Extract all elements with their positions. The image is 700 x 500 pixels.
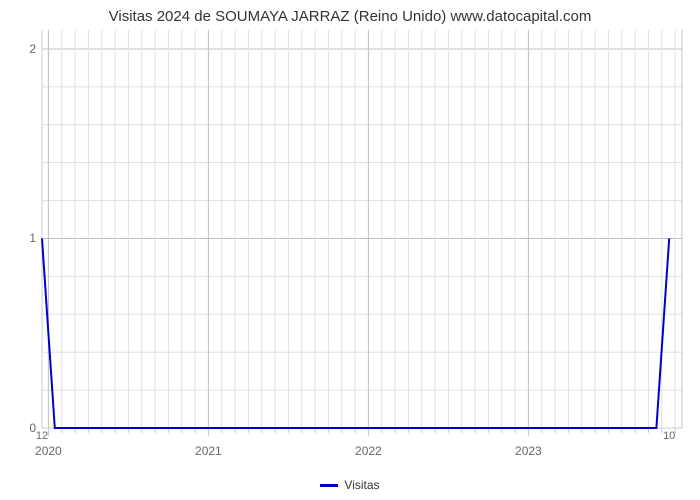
y-tick-label: 1: [29, 231, 42, 245]
legend: Visitas: [0, 478, 700, 492]
x-sub-label: 10: [663, 428, 675, 442]
legend-swatch: [320, 484, 338, 487]
chart-title: Visitas 2024 de SOUMAYA JARRAZ (Reino Un…: [0, 8, 700, 25]
x-sub-label: 12: [36, 428, 48, 442]
x-tick-label: 2022: [355, 428, 382, 458]
plot-area: 01220202021202220231210: [42, 30, 682, 428]
plot-svg: [42, 30, 682, 458]
legend-label: Visitas: [344, 478, 379, 492]
chart-container: Visitas 2024 de SOUMAYA JARRAZ (Reino Un…: [0, 0, 700, 500]
x-tick-label: 2021: [195, 428, 222, 458]
y-tick-label: 2: [29, 42, 42, 56]
x-tick-label: 2023: [515, 428, 542, 458]
